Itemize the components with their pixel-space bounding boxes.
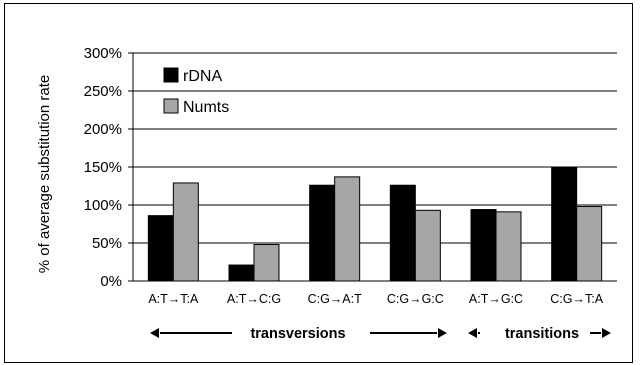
y-tick-label: 300%	[84, 45, 122, 62]
arrow-left	[150, 328, 159, 338]
arrow-right	[438, 328, 447, 338]
legend-swatch-rdna	[163, 67, 179, 83]
arrow-left	[468, 328, 477, 338]
y-tick-label: 0%	[100, 273, 122, 290]
x-tick-label: A:T→T:A	[148, 292, 199, 306]
bar-numts	[253, 244, 280, 282]
bar-rdna	[389, 184, 416, 282]
bar-numts	[576, 206, 603, 282]
bar-numts	[334, 176, 361, 282]
x-tick-label: C:G→T:A	[550, 292, 603, 306]
legend-label-rdna: rDNA	[183, 68, 222, 85]
bar-rdna	[309, 184, 336, 282]
y-tick-label: 100%	[84, 197, 122, 214]
x-tick-label: A:T→G:C	[469, 292, 523, 306]
legend-swatch-numts	[163, 98, 179, 114]
bar-rdna	[470, 209, 497, 282]
group-label-transversions: transversions	[250, 326, 345, 342]
figure-frame	[4, 3, 633, 363]
x-tick-label: C:G→G:C	[387, 292, 444, 306]
bar-rdna	[228, 264, 255, 282]
arrow-right	[602, 328, 611, 338]
y-tick-label: 250%	[84, 83, 122, 100]
bar-numts	[495, 211, 522, 282]
bar-numts	[414, 209, 441, 282]
x-tick-label: C:G→A:T	[308, 292, 363, 306]
x-tick-label: A:T→C:G	[227, 292, 281, 306]
bar-rdna	[147, 215, 174, 282]
bars	[147, 166, 603, 282]
y-tick-label: 200%	[84, 121, 122, 138]
y-axis-label: % of average substitution rate	[36, 75, 53, 273]
grid-lines	[133, 52, 617, 244]
axes: 0% 50% 100% 150% 200% 250% 300% A:T→T:A A:T→C:G C…	[84, 45, 617, 306]
group-annotations: transversions transitions	[150, 326, 611, 342]
group-label-transitions: transitions	[505, 326, 579, 342]
y-tick-label: 150%	[84, 159, 122, 176]
legend: rDNA Numts	[163, 67, 229, 116]
bar-rdna	[551, 166, 578, 282]
legend-label-numts: Numts	[183, 99, 229, 116]
y-tick-label: 50%	[92, 235, 122, 252]
bar-numts	[172, 182, 199, 282]
